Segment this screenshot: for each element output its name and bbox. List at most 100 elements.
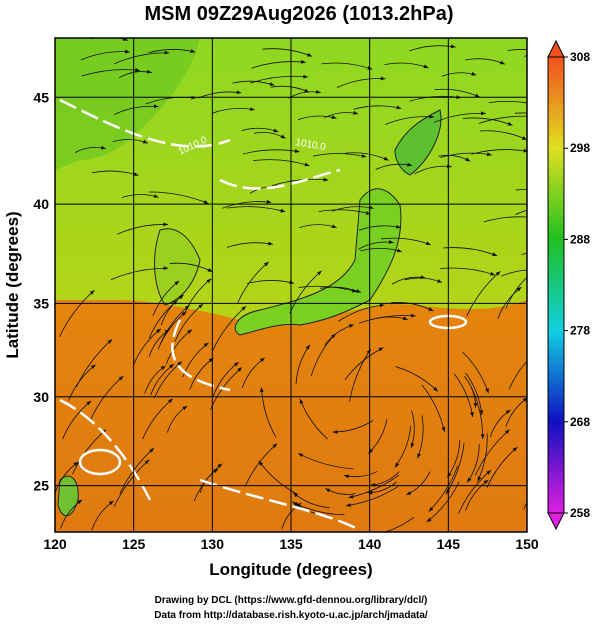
streamline-arrow (303, 74, 308, 79)
streamline-arrow (331, 115, 337, 120)
streamline-arrow (407, 162, 412, 167)
colorbar-tick-label: 298 (570, 141, 590, 155)
streamline-arrow (512, 447, 518, 452)
colorbar-extend-top (547, 39, 565, 58)
streamline (474, 429, 510, 476)
streamline-arrow (263, 261, 269, 267)
x-tick-label: 135 (279, 536, 303, 552)
streamline (466, 271, 501, 317)
streamline (119, 447, 155, 494)
streamline (478, 115, 527, 124)
streamline-arrow (100, 145, 106, 150)
streamline (253, 159, 310, 167)
streamline (440, 267, 496, 276)
streamline-arrow (470, 412, 474, 417)
streamline-arrow (575, 251, 580, 255)
streamline-arrow (486, 152, 492, 157)
streamline-arrow (420, 275, 426, 280)
colorbar: 258 268 278 288 298 308 (547, 39, 590, 531)
streamline-arrow (268, 241, 273, 246)
streamline (212, 305, 247, 352)
land-hokkaido (394, 109, 442, 176)
streamline-arrow (298, 453, 304, 458)
streamline-arrow (304, 162, 310, 167)
streamline-arrow (480, 434, 485, 439)
footer-line: Drawing by DCL (https://www.gfd-dennou.o… (155, 595, 428, 606)
streamline-arrow (135, 68, 140, 72)
streamline-arrow (325, 488, 331, 493)
streamline (90, 375, 124, 420)
streamline-arrow (233, 362, 239, 367)
streamline-arrow (182, 405, 188, 411)
streamline-arrow (388, 240, 394, 244)
streamline-arrow (485, 388, 489, 394)
y-tick-label: 30 (33, 389, 49, 405)
streamline-arrow (168, 398, 173, 404)
streamline-arrow (471, 71, 477, 76)
colorbar-tick-label: 268 (570, 415, 590, 429)
isobar (59, 98, 341, 190)
streamline-arrow (465, 157, 471, 162)
y-tick-label: 25 (33, 478, 49, 494)
streamline-arrow (505, 409, 511, 415)
streamline-arrow (203, 200, 209, 204)
streamline-arrow (486, 470, 491, 475)
streamline-arrow (428, 307, 434, 311)
streamline-arrow (383, 156, 389, 161)
streamline-arrow (425, 241, 431, 245)
streamline (488, 100, 527, 104)
isobar (78, 448, 122, 476)
streamline-arrow (300, 59, 306, 64)
streamline-arrow (492, 252, 498, 256)
streamline-arrow (499, 60, 505, 65)
streamline-arrow (394, 462, 400, 468)
x-tick-label: 125 (122, 536, 146, 552)
streamline-arrow (77, 499, 83, 505)
streamline-arrow (280, 134, 286, 139)
streamline-arrow (396, 248, 402, 253)
streamline-arrow (249, 107, 255, 111)
plot-frame (54, 37, 528, 533)
streamline-arrow (423, 64, 429, 69)
streamline-arrow (521, 136, 527, 140)
streamline-arrow (396, 105, 402, 110)
streamline-arrow (473, 403, 478, 408)
streamline-arrow (406, 491, 412, 495)
streamline-arrow (530, 271, 535, 275)
streamline-arrow (477, 476, 482, 482)
colorbar-extend-bottom (547, 512, 565, 531)
streamline-arrow (522, 397, 527, 403)
streamline-arrow (306, 52, 312, 57)
streamline-arrow (174, 280, 180, 286)
streamline-arrow (507, 121, 513, 126)
colorbar-body (547, 56, 565, 514)
streamline (428, 465, 459, 512)
streamline (113, 459, 150, 507)
streamline (297, 452, 354, 470)
streamline (508, 360, 527, 390)
streamline-arrow (433, 386, 438, 392)
streamline-arrow (213, 468, 219, 473)
y-axis-label: Latitude (degrees) (3, 211, 22, 358)
streamline (483, 216, 527, 223)
streamline-arrow (86, 400, 92, 406)
streamline-arrow (125, 49, 130, 54)
y-tick-label: 45 (33, 89, 49, 105)
streamline-arrow (323, 177, 329, 182)
streamline-arrow (495, 271, 501, 276)
streamline-arrow (163, 222, 169, 227)
colorbar-tick-label: 288 (570, 232, 590, 246)
streamline-arrow (467, 477, 472, 483)
streamline-arrow (353, 110, 359, 115)
streamline-arrow (198, 304, 204, 309)
title: MSM 09Z29Aug2026 (1013.2hPa) (144, 3, 453, 25)
streamline-arrow (480, 111, 486, 116)
streamline-arrow (479, 410, 484, 415)
x-axis-label: Longitude (degrees) (209, 560, 372, 579)
x-tick-label: 145 (437, 536, 461, 552)
streamline-arrow (541, 104, 546, 108)
streamline-arrow (153, 104, 159, 109)
streamline (505, 276, 527, 309)
streamline-arrow (289, 280, 295, 285)
streamline-arrow (345, 503, 351, 508)
